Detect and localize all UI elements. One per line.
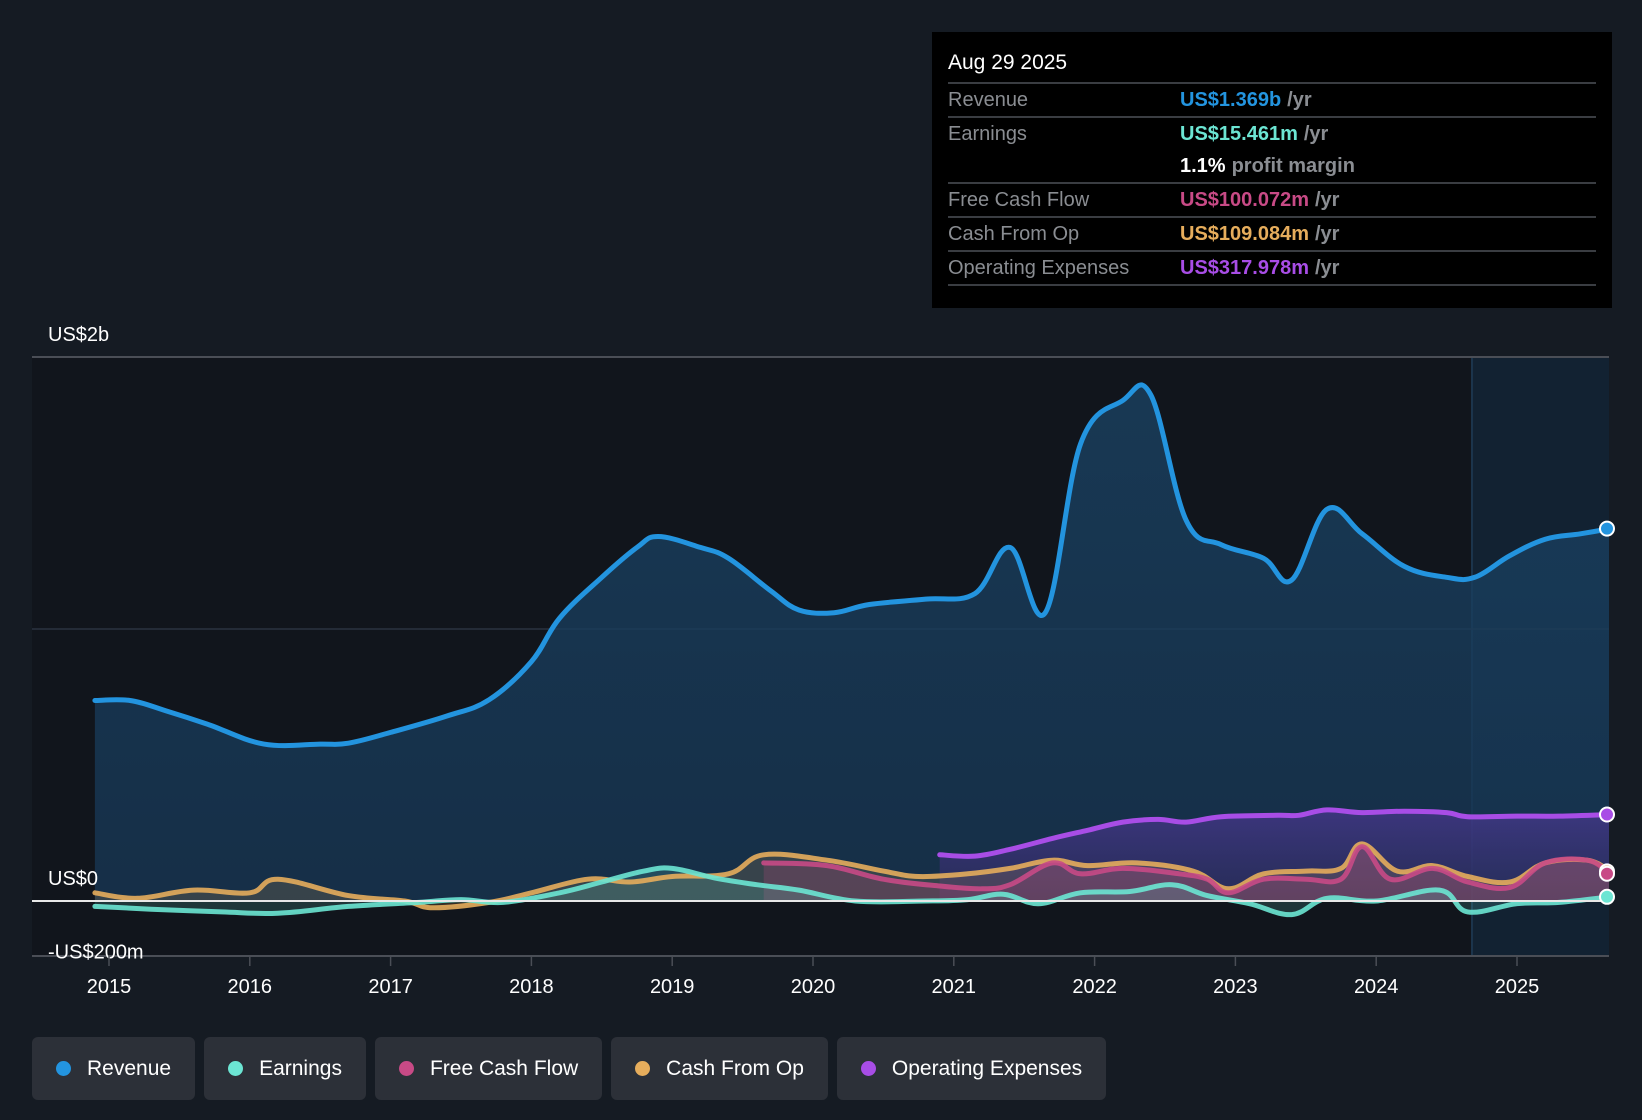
tooltip-label: Earnings (948, 123, 1027, 145)
x-tick-label: 2019 (650, 976, 695, 998)
legend-item-operating-expenses[interactable]: Operating Expenses (836, 1037, 1107, 1100)
tooltip-label: Cash From Op (948, 223, 1080, 245)
tooltip-label: Operating Expenses (948, 257, 1130, 279)
legend-label: Free Cash Flow (429, 1056, 579, 1080)
legend-item-cash-from-op[interactable]: Cash From Op (611, 1037, 828, 1100)
legend-dot-icon (398, 1061, 414, 1076)
legend-label: Cash From Op (666, 1056, 804, 1080)
x-tick-label: 2016 (228, 976, 273, 998)
y-tick-label: US$0 (48, 868, 98, 890)
legend-dot-icon (635, 1061, 651, 1076)
legend-dot-icon (228, 1061, 244, 1076)
area-free-cash-flow (763, 846, 1609, 901)
line-revenue (92, 382, 1609, 749)
tooltip-date: Aug 29 2025 (948, 46, 1596, 84)
x-tick-label: 2017 (368, 976, 413, 998)
area-revenue (94, 384, 1609, 901)
legend-label: Earnings (259, 1056, 342, 1080)
x-tick-label: 2015 (87, 976, 132, 998)
tooltip-unit: /yr (1314, 257, 1340, 279)
line-free-cash-flow (761, 844, 1609, 896)
tooltip-unit: /yr (1314, 189, 1340, 211)
tooltip-value: US$15.461m (1180, 123, 1298, 145)
y-tick-label: US$2b (48, 324, 109, 346)
x-tick-label: 2018 (509, 976, 554, 998)
tooltip-row-earnings: Earnings US$15.461m /yr (948, 118, 1596, 150)
area-earnings (94, 867, 1609, 915)
tooltip-value: US$109.084m (1180, 223, 1309, 245)
tooltip-unit: /yr (1314, 223, 1340, 245)
x-tick-label: 2024 (1354, 976, 1399, 998)
tooltip-value: US$317.978m (1180, 257, 1309, 279)
tooltip-unit: /yr (1303, 123, 1329, 145)
x-tick-label: 2021 (932, 976, 977, 998)
end-marker-operating-expenses (1599, 806, 1615, 823)
x-tick-label: 2023 (1213, 976, 1258, 998)
tooltip-row-fcf: Free Cash Flow US$100.072m /yr (948, 184, 1596, 218)
tooltip-label: Free Cash Flow (948, 189, 1090, 211)
tooltip-row-profit-margin: 1.1% profit margin (948, 150, 1596, 184)
tooltip-unit: /yr (1287, 89, 1312, 111)
legend-dot-icon (860, 1061, 876, 1076)
tooltip-value: US$1.369b (1180, 89, 1282, 111)
legend-item-revenue[interactable]: Revenue (32, 1037, 196, 1100)
legend-item-earnings[interactable]: Earnings (204, 1037, 366, 1100)
x-tick-label: 2022 (1072, 976, 1117, 998)
legend-label: Operating Expenses (891, 1056, 1083, 1080)
tooltip-value: US$100.072m (1180, 189, 1309, 211)
line-operating-expenses (937, 807, 1609, 859)
tooltip-label: Revenue (948, 89, 1029, 111)
legend: Revenue Earnings Free Cash Flow Cash Fro… (32, 1037, 1107, 1100)
tooltip-row-opex: Operating Expenses US$317.978m /yr (948, 252, 1596, 286)
legend-label: Revenue (87, 1056, 172, 1080)
end-marker-free-cash-flow (1599, 865, 1615, 882)
x-tick-label: 2025 (1495, 976, 1540, 998)
legend-dot-icon (56, 1061, 71, 1076)
legend-item-free-cash-flow[interactable]: Free Cash Flow (374, 1037, 603, 1100)
tooltip-row-revenue: Revenue US$1.369b /yr (948, 84, 1596, 118)
tooltip-label (948, 150, 1180, 182)
tooltip-unit: profit margin (1231, 155, 1355, 177)
tooltip-panel: Aug 29 2025 Revenue US$1.369b /yr Earnin… (932, 32, 1612, 308)
end-marker-earnings (1599, 888, 1615, 905)
area-operating-expenses (939, 809, 1609, 901)
tooltip-value: 1.1% (1180, 155, 1226, 177)
y-tick-label: -US$200m (48, 941, 144, 963)
x-tick-label: 2020 (791, 976, 836, 998)
end-marker-revenue (1599, 520, 1615, 537)
tooltip-row-cfo: Cash From Op US$109.084m /yr (948, 218, 1596, 252)
